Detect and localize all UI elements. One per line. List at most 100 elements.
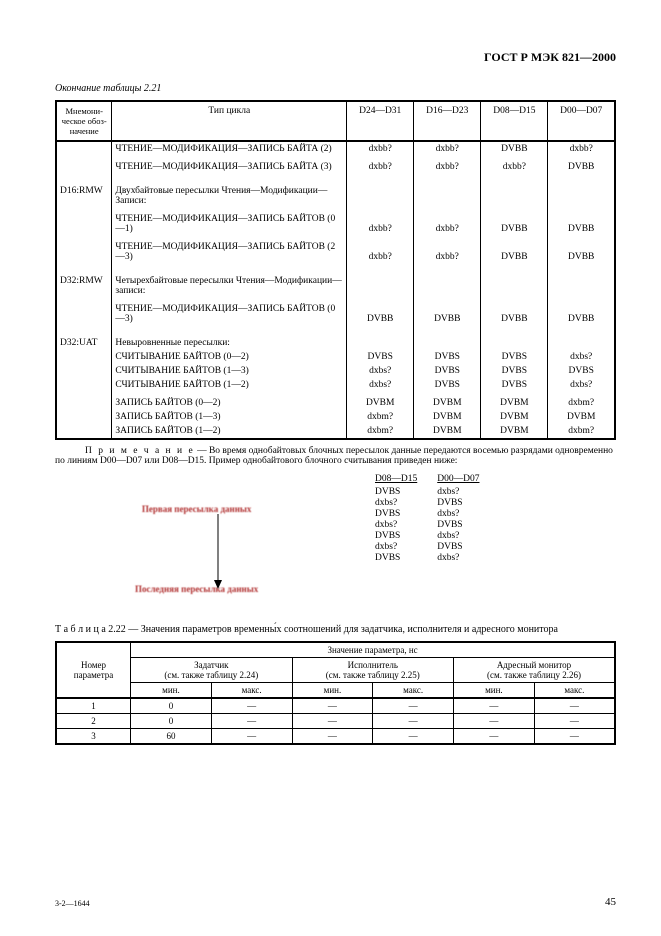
table-row: dxbb? [481,160,548,178]
t2-cell: — [373,714,454,729]
ex-cell: dxbs? [437,509,499,520]
footer-right: 45 [605,896,616,908]
t2-param-header: Номер параметра [56,642,131,698]
table-2-21: Мнемони- ческое обоз- начение Тип цикла … [55,100,616,440]
table-row: D16:RMW [56,178,112,212]
table-row: СЧИТЫВАНИЕ БАЙТОВ (1—3) [112,364,347,378]
caption-222: Т а б л и ц а 2.22 — Значения параметров… [55,624,616,635]
t2-cell: 0 [131,698,212,714]
ex-cell: dxbs? [375,542,437,553]
table-row [56,350,112,364]
table-2-22: Номер параметра Значение параметра, нс З… [55,641,616,745]
table-row: DVBB [548,302,615,330]
table-row [548,178,615,212]
t2-cell: — [534,714,615,729]
arrow-down-icon [208,514,228,594]
t2-max2: макс. [373,683,454,699]
doc-id: ГОСТ Р МЭК 821—2000 [55,50,616,65]
ex-cell: dxbs? [437,487,499,498]
table-row: ЧТЕНИЕ—МОДИФИКАЦИЯ—ЗАПИСЬ БАЙТОВ (0—1) [112,212,347,240]
table-row: dxbb? [347,141,414,160]
table-row: DVBM [414,410,481,424]
table-row [56,302,112,330]
table-row: DVBB [414,302,481,330]
table-row [548,268,615,302]
table-row: DVBB [481,212,548,240]
table-row: ЧТЕНИЕ—МОДИФИКАЦИЯ—ЗАПИСЬ БАЙТОВ (0—3) [112,302,347,330]
ex-cell: dxbs? [375,520,437,531]
table-row [414,268,481,302]
table-row [56,240,112,268]
table-row [56,378,112,392]
ex-cell: DVBS [437,498,499,509]
ex-h1: D08—D15 [375,474,437,487]
table-row: DVBB [347,302,414,330]
t2-cell: — [211,698,292,714]
th-d16: D16—D23 [414,101,481,141]
table-row: dxbm? [548,424,615,439]
ex-cell: dxbs? [437,531,499,542]
table-row: DVBB [548,160,615,178]
note-lead: П р и м е ч а н и е [85,446,195,456]
table-row [481,268,548,302]
th-d24: D24—D31 [347,101,414,141]
t2-zad: Задатчик (см. также таблицу 2.24) [131,658,292,683]
table-row: dxbb? [548,141,615,160]
t2-cell: — [373,729,454,745]
table-row [347,330,414,350]
table-end-caption: Окончание таблицы 2.21 [55,83,616,94]
t2-mon: Адресный монитор (см. также таблицу 2.26… [454,658,615,683]
t2-cell: — [454,714,535,729]
table-row: DVBM [481,396,548,410]
table-row [347,178,414,212]
table-row: СЧИТЫВАНИЕ БАЙТОВ (0—2) [112,350,347,364]
table-row: DVBM [548,410,615,424]
ex-cell: DVBS [437,542,499,553]
table-row [414,330,481,350]
table-row: dxbb? [414,212,481,240]
t2-cell: 3 [56,729,131,745]
table-row [56,364,112,378]
t2-min3: мин. [454,683,535,699]
t2-max3: макс. [534,683,615,699]
ex-cell: DVBS [375,509,437,520]
table-row: dxbs? [548,350,615,364]
ex-cell: DVBS [375,553,437,564]
table-row [481,178,548,212]
t2-cell: 1 [56,698,131,714]
table-row [56,160,112,178]
th-type: Тип цикла [112,101,347,141]
th-d00: D00—D07 [548,101,615,141]
t2-cell: 0 [131,714,212,729]
note-block: П р и м е ч а н и е — Во время однобайто… [55,446,616,466]
table-row: dxbm? [548,396,615,410]
t2-cell: — [373,698,454,714]
table-row: DVBB [481,141,548,160]
table-row: dxbs? [347,378,414,392]
table-row: DVBM [414,396,481,410]
table-row [481,330,548,350]
table-row: dxbb? [414,160,481,178]
table-row: dxbb? [347,212,414,240]
t2-cell: — [211,714,292,729]
t2-cell: — [292,698,373,714]
table-row: DVBS [548,364,615,378]
t2-isp: Исполнитель (см. также таблицу 2.25) [292,658,453,683]
table-row: ЗАПИСЬ БАЙТОВ (0—2) [112,396,347,410]
table-row: Невыровненные пересылки: [112,330,347,350]
table-row: ЧТЕНИЕ—МОДИФИКАЦИЯ—ЗАПИСЬ БАЙТА (2) [112,141,347,160]
table-row: DVBS [414,378,481,392]
t2-cell: — [454,729,535,745]
table-row: DVBM [414,424,481,439]
ex-cell: DVBS [375,487,437,498]
t2-cell: 2 [56,714,131,729]
table-row [548,330,615,350]
table-row: DVBB [548,212,615,240]
table-row [56,212,112,240]
table-row: Четырехбайтовые пересылки Чтения—Модифик… [112,268,347,302]
table-row: DVBS [347,350,414,364]
table-row: Двухбайтовые пересылки Чтения—Модификаци… [112,178,347,212]
t2-max1: макс. [211,683,292,699]
table-row: ЧТЕНИЕ—МОДИФИКАЦИЯ—ЗАПИСЬ БАЙТА (3) [112,160,347,178]
table-row: D32:UAT [56,330,112,350]
